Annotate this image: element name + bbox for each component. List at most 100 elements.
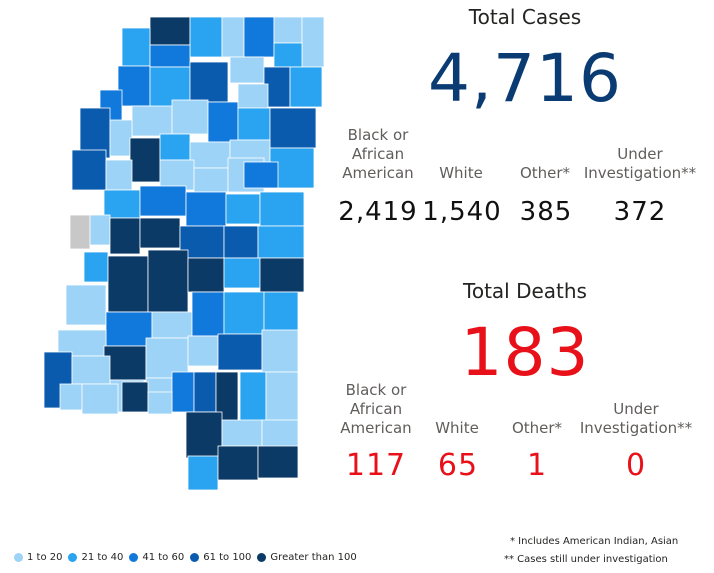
legend-item-greater-than-100: Greater than 100 xyxy=(257,552,357,563)
county-region xyxy=(261,329,299,373)
county-region xyxy=(259,257,305,293)
county-region xyxy=(207,101,239,143)
legend-swatch-41-60 xyxy=(129,553,139,562)
county-region xyxy=(223,225,259,259)
county-region xyxy=(263,291,299,335)
county-region xyxy=(221,16,245,58)
legend-label-greater-than-100: Greater than 100 xyxy=(270,552,357,563)
county-region xyxy=(171,99,209,135)
county-region xyxy=(265,371,299,423)
county-region xyxy=(65,284,107,326)
total-cases-value: 4,716 xyxy=(428,40,622,117)
county-region xyxy=(273,16,303,44)
county-region xyxy=(189,61,229,103)
deaths-value-investigation: 0 xyxy=(625,448,647,483)
deaths-value-black: 117 xyxy=(345,448,407,483)
map-legend: 1 to 20 21 to 40 41 to 60 61 to 100 Grea… xyxy=(14,552,363,563)
county-region xyxy=(171,371,195,413)
county-region xyxy=(139,217,181,249)
county-region xyxy=(149,44,191,68)
legend-swatch-21-40 xyxy=(68,553,78,562)
legend-item-41-60: 41 to 60 xyxy=(129,552,184,563)
county-region xyxy=(187,335,219,367)
legend-swatch-61-100 xyxy=(190,553,200,562)
county-region xyxy=(151,311,193,339)
county-region xyxy=(259,191,305,227)
cases-label-investigation: Under Investigation** xyxy=(583,145,697,182)
county-region xyxy=(189,141,231,169)
deaths-label-investigation: Under Investigation** xyxy=(579,400,693,437)
county-region xyxy=(89,214,111,246)
cases-value-black: 2,419 xyxy=(338,197,418,227)
county-region xyxy=(223,291,265,335)
legend-item-1-20: 1 to 20 xyxy=(14,552,62,563)
county-region xyxy=(225,193,261,225)
county-region xyxy=(59,383,83,411)
footnote-other: * Includes American Indian, Asian xyxy=(510,536,679,547)
county-region xyxy=(187,455,219,491)
county-region xyxy=(131,105,173,137)
county-region xyxy=(193,371,217,413)
county-region xyxy=(229,56,265,84)
county-region xyxy=(147,249,189,313)
county-region xyxy=(185,191,227,227)
cases-value-other: 385 xyxy=(519,197,573,227)
county-region xyxy=(261,419,299,451)
deaths-value-other: 1 xyxy=(526,448,548,483)
county-region xyxy=(107,255,149,313)
footnote-investigation: ** Cases still under investigation xyxy=(504,554,668,565)
county-region xyxy=(217,333,263,371)
cases-label-black: Black or African American xyxy=(342,126,414,182)
cases-label-white: White xyxy=(439,164,483,182)
legend-item-61-100: 61 to 100 xyxy=(190,552,251,563)
county-region xyxy=(103,189,141,219)
county-region xyxy=(289,66,323,108)
legend-label-21-40: 21 to 40 xyxy=(81,552,124,563)
county-region xyxy=(273,42,303,68)
deaths-value-white: 65 xyxy=(437,448,479,483)
county-region xyxy=(159,159,195,191)
county-region xyxy=(193,167,229,193)
deaths-label-other: Other* xyxy=(511,419,563,437)
county-region xyxy=(139,185,187,217)
county-region xyxy=(257,445,299,479)
county-region xyxy=(189,16,223,58)
county-region xyxy=(223,257,261,289)
county-region xyxy=(191,291,225,337)
county-region xyxy=(257,225,305,259)
county-region xyxy=(187,257,225,293)
county-region xyxy=(109,217,141,255)
county-region xyxy=(301,16,325,68)
county-region xyxy=(105,311,153,347)
deaths-label-white: White xyxy=(435,419,479,437)
legend-label-1-20: 1 to 20 xyxy=(27,552,63,563)
county-region xyxy=(121,381,149,413)
cases-value-white: 1,540 xyxy=(422,197,502,227)
county-region xyxy=(129,137,161,183)
county-region xyxy=(269,107,317,149)
legend-swatch-greater-than-100 xyxy=(257,553,267,562)
county-region xyxy=(103,345,147,381)
legend-item-21-40: 21 to 40 xyxy=(68,552,123,563)
county-region xyxy=(105,159,133,191)
county-region xyxy=(217,445,259,481)
county-region xyxy=(81,383,119,415)
legend-swatch-1-20 xyxy=(14,553,23,562)
county-region xyxy=(237,83,269,109)
county-region xyxy=(239,371,267,423)
cases-value-investigation: 372 xyxy=(613,197,667,227)
county-region xyxy=(83,251,109,283)
legend-label-61-100: 61 to 100 xyxy=(203,552,252,563)
county-region xyxy=(149,16,191,46)
total-deaths-title: Total Deaths xyxy=(463,279,587,303)
county-region xyxy=(71,149,107,191)
county-region xyxy=(243,16,275,58)
total-cases-title: Total Cases xyxy=(468,5,582,29)
county-region xyxy=(221,419,263,447)
county-region xyxy=(243,161,279,189)
county-region xyxy=(159,133,191,161)
county-region xyxy=(117,65,151,107)
total-deaths-value: 183 xyxy=(460,314,590,391)
county-region xyxy=(71,355,111,385)
cases-label-other: Other* xyxy=(519,164,571,182)
